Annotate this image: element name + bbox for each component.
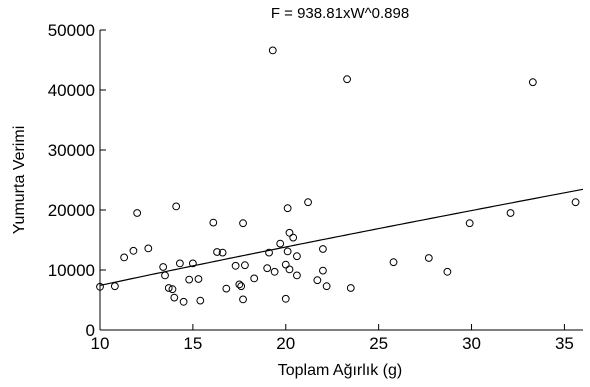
data-point: [170, 293, 179, 302]
data-point: [319, 266, 327, 275]
data-point: [281, 260, 290, 269]
data-point: [319, 245, 327, 253]
data-point: [168, 285, 177, 294]
data-point: [289, 233, 298, 242]
data-point: [96, 282, 104, 291]
data-point: [571, 198, 580, 207]
x-tick-label: 15: [183, 334, 202, 353]
y-tick-label: 50000: [48, 21, 95, 40]
data-point: [293, 252, 301, 261]
x-axis-title: Toplam Ağırlık (g): [278, 362, 402, 379]
x-tick-label: 20: [276, 334, 295, 353]
x-tick-label: 10: [91, 334, 110, 353]
data-point: [283, 204, 292, 213]
data-point: [120, 253, 129, 262]
data-point: [528, 78, 537, 87]
y-tick-label: 10000: [48, 261, 95, 280]
data-point: [239, 219, 247, 228]
y-tick-label: 0: [86, 321, 95, 340]
data-point: [144, 244, 153, 253]
data-point: [250, 274, 259, 283]
y-tick-label: 30000: [48, 141, 95, 160]
data-point: [188, 259, 197, 268]
x-tick-label: 30: [462, 334, 481, 353]
chart-title: F = 938.81xW^0.898: [271, 5, 409, 22]
data-point: [231, 261, 240, 270]
data-point: [129, 246, 138, 255]
fit-curve: [99, 188, 584, 287]
data-points: [96, 46, 580, 306]
data-point: [172, 202, 181, 211]
data-point: [293, 271, 301, 280]
x-axis-ticks: 10 15 20 25 30 35: [91, 324, 574, 353]
data-point: [222, 284, 231, 293]
data-point: [237, 282, 246, 291]
y-tick-label: 20000: [48, 201, 95, 220]
data-point: [265, 248, 273, 257]
data-point: [175, 259, 184, 268]
y-tick-label: 40000: [48, 81, 95, 100]
data-point: [241, 261, 249, 270]
data-point: [443, 267, 452, 276]
y-axis-ticks: 0 10000 20000 30000 40000 50000: [48, 21, 106, 340]
data-point: [346, 284, 355, 292]
data-point: [285, 265, 294, 274]
data-point: [159, 263, 168, 271]
data-point: [161, 271, 169, 280]
data-point: [276, 239, 285, 248]
data-point: [179, 297, 188, 306]
data-point: [313, 276, 322, 285]
y-axis-title: Yumurta Verimi: [11, 126, 28, 234]
data-point: [281, 294, 290, 303]
data-point: [213, 248, 221, 256]
data-point: [196, 296, 205, 305]
data-point: [322, 282, 331, 291]
data-point: [133, 209, 142, 217]
data-point: [218, 248, 227, 257]
data-point: [263, 264, 272, 273]
data-point: [194, 275, 203, 283]
data-point: [283, 247, 292, 256]
data-point: [268, 46, 277, 55]
data-point: [465, 219, 474, 228]
data-point: [285, 228, 294, 237]
data-point: [424, 254, 433, 262]
data-point: [304, 198, 312, 207]
data-point: [185, 275, 194, 284]
x-tick-label: 25: [369, 334, 388, 353]
data-point: [389, 258, 398, 267]
data-point: [239, 295, 247, 304]
data-point: [270, 267, 279, 276]
data-point: [164, 284, 173, 292]
x-tick-label: 35: [555, 334, 574, 353]
data-point: [209, 218, 218, 227]
data-point: [506, 209, 515, 217]
data-point: [343, 75, 351, 84]
data-point: [110, 282, 119, 291]
data-point: [235, 280, 244, 289]
